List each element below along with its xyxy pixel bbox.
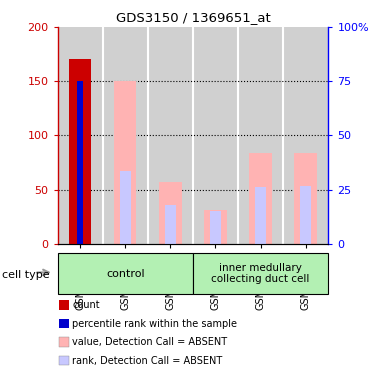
Bar (114, 81, 137, 244)
Bar (148, 27, 193, 244)
Text: control: control (106, 268, 145, 279)
Text: percentile rank within the sample: percentile rank within the sample (72, 319, 237, 329)
Bar (165, 205, 176, 244)
Bar (255, 187, 266, 244)
Bar (204, 210, 227, 244)
Bar (210, 211, 221, 244)
Bar (295, 153, 317, 244)
Bar (58, 27, 103, 244)
Bar (69, 60, 91, 244)
Bar (283, 27, 328, 244)
Text: value, Detection Call = ABSENT: value, Detection Call = ABSENT (72, 337, 227, 347)
Text: rank, Detection Call = ABSENT: rank, Detection Call = ABSENT (72, 356, 223, 366)
Bar (120, 171, 131, 244)
Bar (78, 81, 83, 244)
Text: count: count (72, 300, 100, 310)
Bar (193, 27, 238, 244)
Title: GDS3150 / 1369651_at: GDS3150 / 1369651_at (115, 11, 270, 24)
Bar (103, 27, 148, 244)
Bar (301, 186, 311, 244)
Bar (159, 182, 182, 244)
Text: cell type: cell type (2, 270, 49, 280)
Bar (238, 27, 283, 244)
Text: inner medullary
collecting duct cell: inner medullary collecting duct cell (211, 263, 310, 285)
Bar (193, 253, 328, 294)
Bar (58, 253, 193, 294)
Bar (249, 153, 272, 244)
